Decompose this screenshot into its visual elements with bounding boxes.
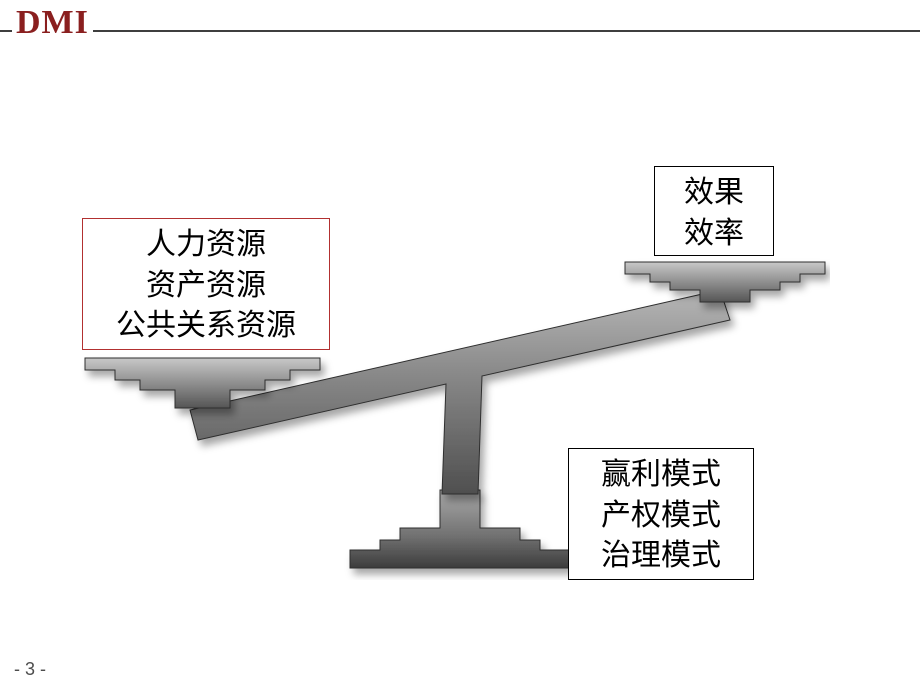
page-number: - 3 - bbox=[14, 659, 46, 680]
scale-right-pan bbox=[625, 262, 825, 302]
box-resources: 人力资源 资产资源 公共关系资源 bbox=[82, 218, 330, 350]
box-models: 赢利模式 产权模式 治理模式 bbox=[568, 448, 754, 580]
header-rule bbox=[0, 30, 920, 32]
box-effect-efficiency: 效果 效率 bbox=[654, 166, 774, 256]
scale-base bbox=[350, 490, 570, 568]
logo: DMI bbox=[12, 6, 93, 40]
